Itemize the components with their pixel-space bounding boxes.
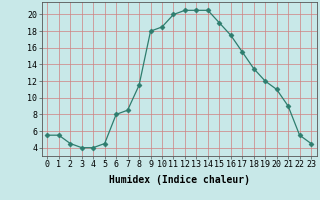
X-axis label: Humidex (Indice chaleur): Humidex (Indice chaleur) (109, 175, 250, 185)
